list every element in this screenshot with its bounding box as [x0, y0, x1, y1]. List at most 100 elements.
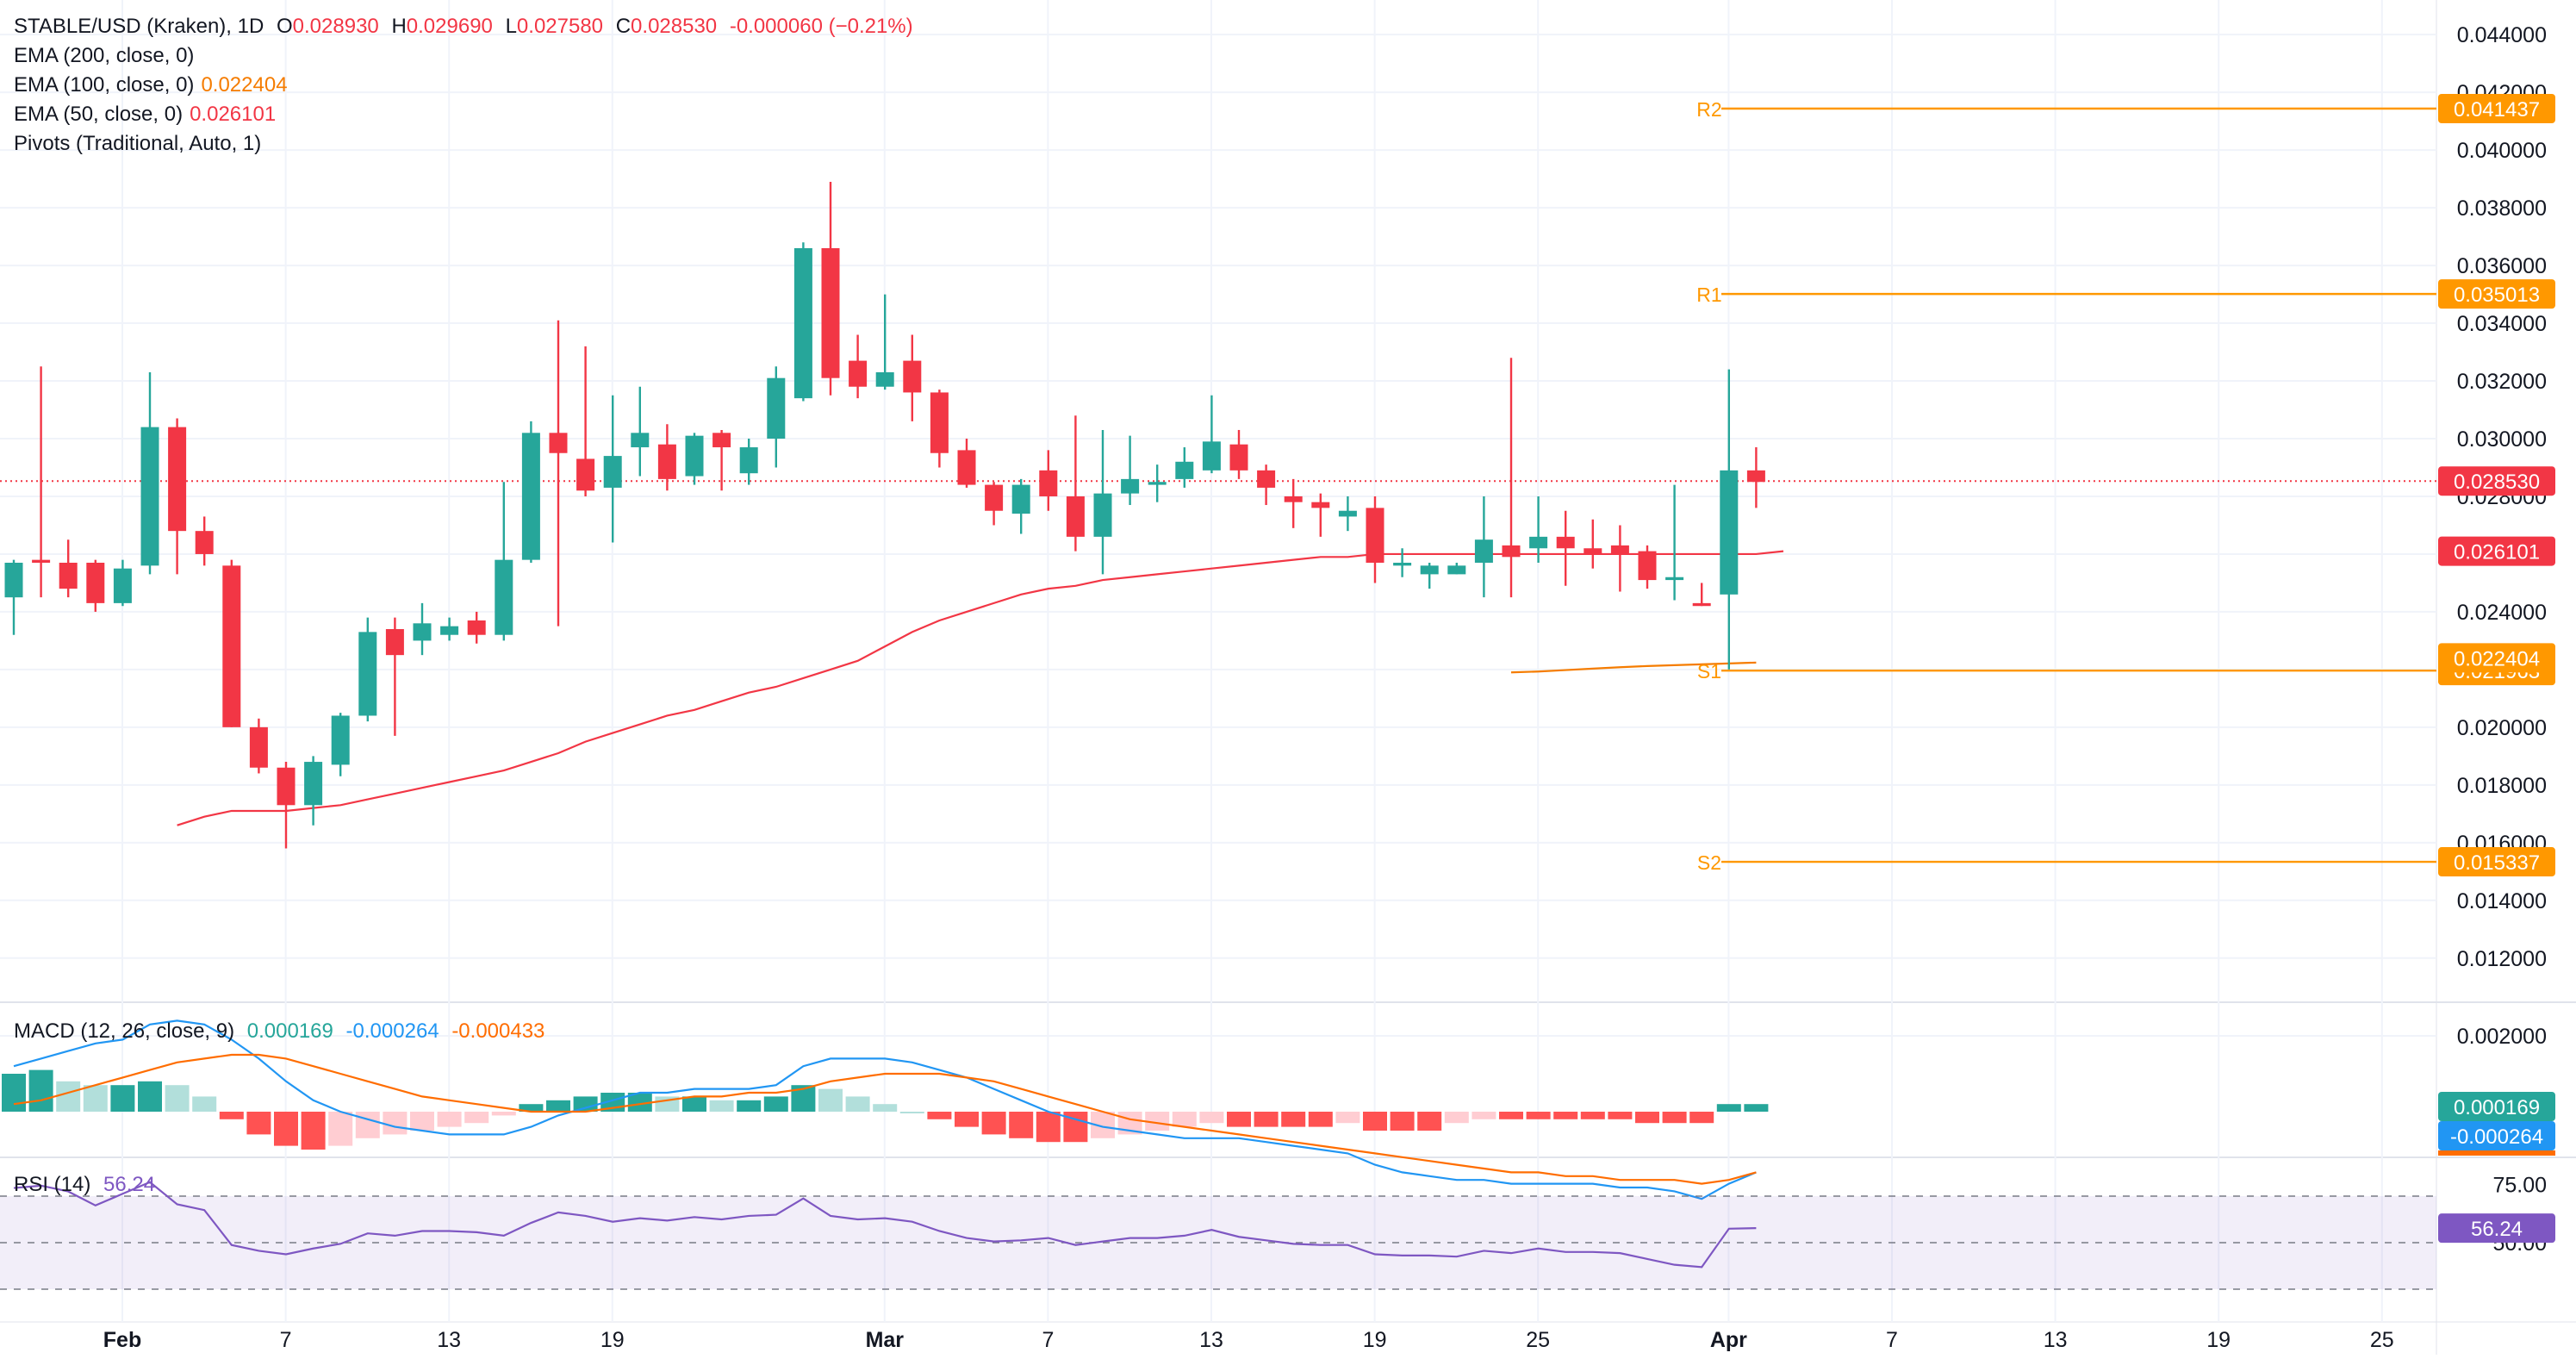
ema100-line [1510, 661, 1757, 674]
candle[interactable] [1202, 395, 1221, 474]
rsi-pane[interactable] [0, 1181, 2436, 1290]
candle[interactable] [1311, 493, 1330, 537]
candle[interactable] [521, 421, 540, 563]
macd-hist-bar [56, 1081, 81, 1112]
candle[interactable] [1148, 464, 1167, 502]
candle[interactable] [277, 762, 296, 849]
candle[interactable] [113, 559, 132, 607]
macd-hist-bar [301, 1112, 326, 1150]
candle[interactable] [467, 611, 486, 644]
candle-body [1720, 470, 1739, 595]
candle[interactable] [985, 482, 1004, 526]
macd-hist-bar [573, 1096, 598, 1112]
candle[interactable] [957, 439, 976, 488]
candle[interactable] [1366, 496, 1384, 583]
symbol-label[interactable]: STABLE/USD (Kraken), 1D [14, 15, 264, 38]
macd-hist-bar [328, 1112, 353, 1146]
candle-body [1229, 444, 1248, 471]
candle[interactable] [767, 366, 786, 468]
candle[interactable] [1638, 545, 1657, 589]
candle[interactable] [413, 602, 432, 656]
candle[interactable] [1066, 415, 1085, 552]
candle[interactable] [875, 294, 894, 390]
candle[interactable] [1720, 369, 1739, 670]
candle[interactable] [331, 713, 350, 776]
candle[interactable] [1284, 478, 1303, 528]
macd-label: MACD (12, 26, close, 9) [14, 1019, 235, 1043]
macd-pane[interactable] [0, 1019, 2436, 1200]
macd-signal-line [13, 1053, 1757, 1185]
macd-hist-bar [1036, 1112, 1061, 1143]
candle[interactable] [1665, 484, 1684, 601]
candle[interactable] [849, 334, 868, 399]
macd-hist-bar [1689, 1112, 1714, 1124]
candle[interactable] [32, 366, 51, 598]
indicator-pivots[interactable]: Pivots (Traditional, Auto, 1) [14, 132, 262, 155]
candle[interactable] [930, 390, 949, 468]
candle[interactable] [631, 386, 650, 477]
pivot-badge-r1: 0.035013 [2438, 279, 2555, 309]
macd-legend[interactable]: MACD (12, 26, close, 9) 0.000169 -0.0002… [14, 1017, 551, 1046]
macd-signal-value: -0.000433 [451, 1019, 545, 1043]
candle[interactable] [1338, 496, 1357, 532]
candle[interactable] [903, 334, 922, 421]
candle[interactable] [1474, 496, 1493, 598]
candle[interactable] [1584, 519, 1602, 569]
indicator-ema50[interactable]: EMA (50, close, 0) 0.026101 [14, 103, 277, 126]
candle[interactable] [576, 346, 595, 496]
candle[interactable] [1121, 435, 1140, 506]
candle[interactable] [1393, 548, 1412, 577]
candle-body [549, 433, 568, 453]
candle[interactable] [385, 617, 404, 736]
candle[interactable] [1746, 447, 1765, 508]
candle-body [1366, 508, 1384, 563]
candle[interactable] [603, 395, 622, 543]
candle[interactable] [358, 617, 377, 722]
candle[interactable] [1257, 464, 1276, 506]
indicator-ema100[interactable]: EMA (100, close, 0) 0.022404 [14, 73, 288, 97]
candle[interactable] [86, 559, 105, 612]
candles[interactable] [4, 181, 1765, 849]
candle[interactable] [222, 559, 241, 727]
candle[interactable] [1011, 478, 1030, 534]
candle[interactable] [59, 539, 78, 598]
candle[interactable] [685, 433, 704, 485]
candle-body [1284, 496, 1303, 502]
rsi-badge-bg [2438, 1213, 2555, 1244]
candle[interactable] [1692, 583, 1711, 607]
pivot-badge-s2-bg [2438, 847, 2555, 877]
candle[interactable] [140, 371, 159, 575]
candle[interactable] [304, 756, 323, 826]
rsi-legend[interactable]: RSI (14) 56.24 [14, 1170, 162, 1200]
candle[interactable] [1529, 496, 1548, 563]
rsi-label: RSI (14) [14, 1173, 91, 1196]
candle[interactable] [1175, 447, 1194, 488]
candle[interactable] [4, 559, 23, 635]
candle[interactable] [1447, 562, 1466, 575]
candle[interactable] [1229, 429, 1248, 479]
candle[interactable] [1420, 562, 1439, 589]
axes[interactable]: 0.0440000.0420000.0400000.0380000.036000… [103, 23, 2555, 1352]
candle[interactable] [440, 617, 459, 641]
candle[interactable] [1556, 510, 1575, 586]
time-tick-label: 19 [2206, 1328, 2231, 1352]
candle[interactable] [712, 429, 731, 491]
candle[interactable] [1610, 525, 1629, 592]
candle[interactable] [739, 439, 758, 485]
candle[interactable] [821, 181, 840, 396]
candle[interactable] [249, 718, 268, 774]
indicator-ema200[interactable]: EMA (200, close, 0) [14, 44, 195, 67]
candle[interactable] [657, 424, 676, 491]
candle[interactable] [495, 482, 513, 641]
candle[interactable] [793, 242, 812, 402]
candle[interactable] [1039, 450, 1058, 511]
macd-hist-bar [709, 1100, 734, 1112]
candle[interactable] [168, 418, 187, 575]
candle[interactable] [549, 320, 568, 627]
candle[interactable] [195, 516, 214, 566]
candle-body [1121, 478, 1140, 494]
candle[interactable] [1502, 358, 1521, 598]
candle[interactable] [1093, 429, 1112, 575]
